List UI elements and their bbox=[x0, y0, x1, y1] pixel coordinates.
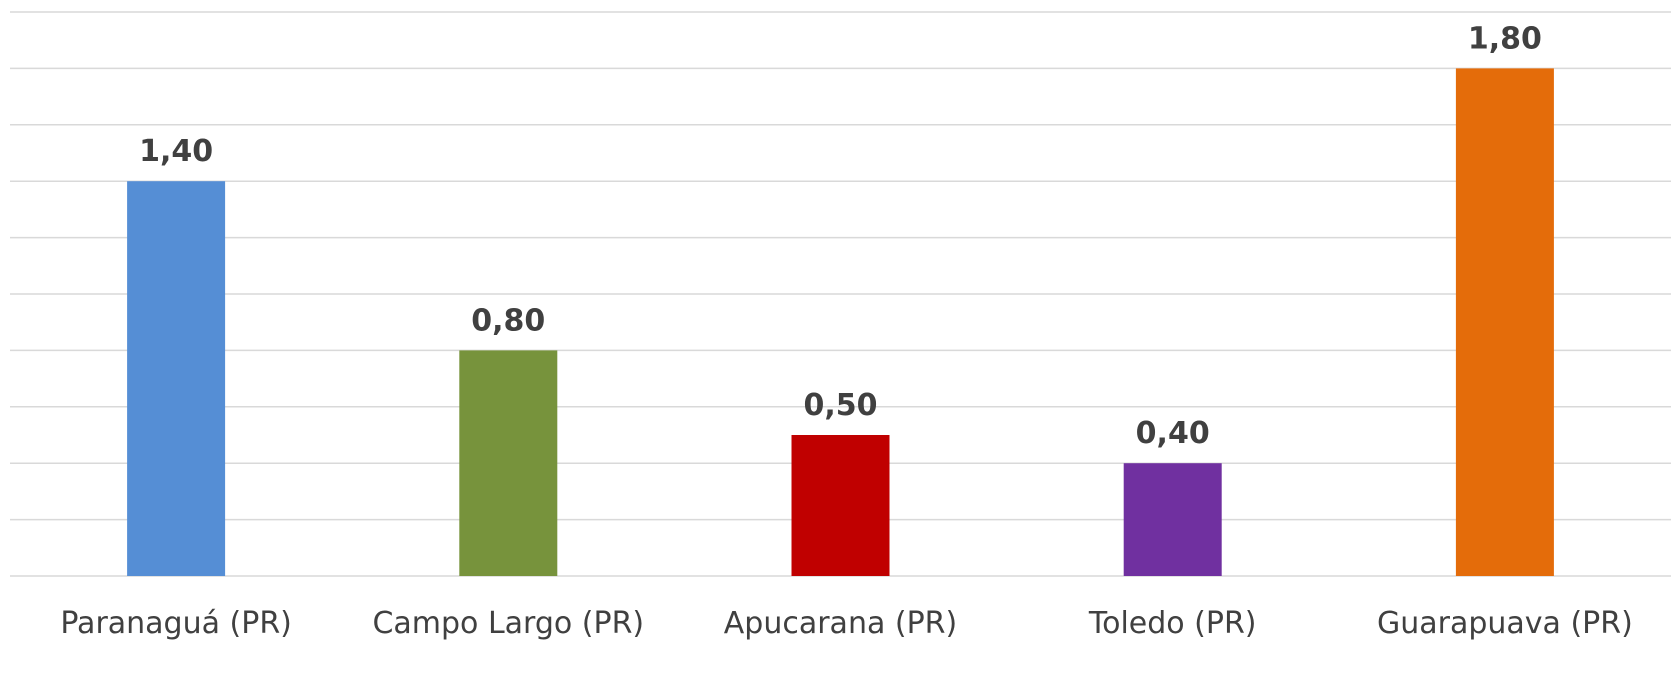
data-label: 0,50 bbox=[803, 388, 877, 423]
category-labels: Paranaguá (PR) Campo Largo (PR) Apucarana … bbox=[60, 606, 1632, 641]
category-label: Paranaguá (PR) bbox=[60, 606, 292, 641]
data-label: 0,80 bbox=[471, 303, 545, 338]
category-label: Campo Largo (PR) bbox=[372, 606, 644, 641]
bar bbox=[459, 350, 558, 576]
gridlines bbox=[10, 11, 1671, 577]
bar bbox=[1123, 463, 1222, 576]
data-label: 1,40 bbox=[139, 134, 213, 169]
data-label: 0,40 bbox=[1136, 416, 1210, 451]
data-label: 1,80 bbox=[1468, 21, 1542, 56]
data-labels: 1,40 0,80 0,50 0,40 1,80 bbox=[139, 21, 1542, 451]
category-label: Toledo (PR) bbox=[1088, 606, 1257, 641]
bar bbox=[127, 181, 226, 576]
category-label: Guarapuava (PR) bbox=[1377, 606, 1633, 641]
category-label: Apucarana (PR) bbox=[724, 606, 957, 641]
bars bbox=[127, 68, 1554, 577]
bar bbox=[1455, 68, 1554, 577]
bar bbox=[791, 435, 890, 576]
